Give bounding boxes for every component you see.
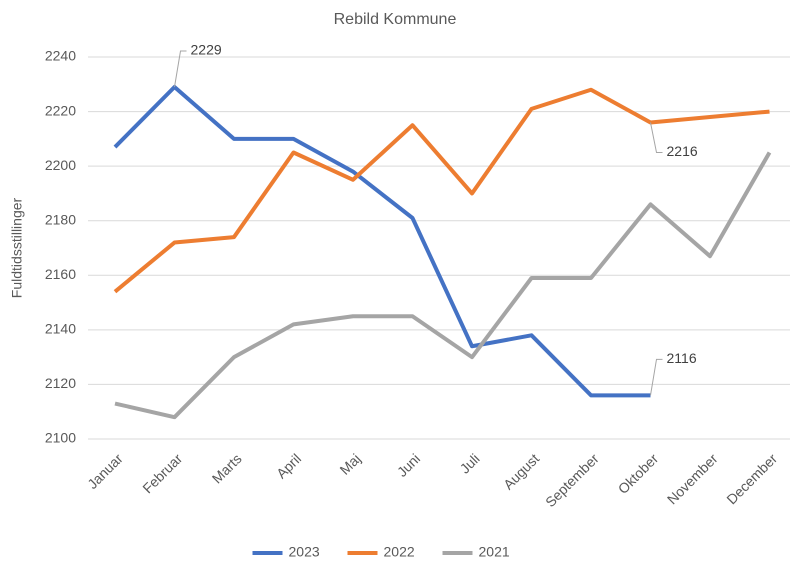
line-series [113, 85, 651, 398]
y-axis-label: Fuldtidsstillinger [9, 197, 25, 298]
x-tick-label: September [542, 450, 602, 510]
y-tick-label: 2180 [45, 211, 76, 227]
y-tick-label: 2120 [45, 375, 76, 391]
x-tick-label: Maj [336, 450, 363, 477]
x-tick-label: Januar [84, 450, 126, 492]
chart-title: Rebild Kommune [334, 11, 457, 28]
legend-label: 2022 [384, 544, 415, 560]
x-tick-label: November [664, 450, 721, 507]
line-series [113, 87, 770, 294]
y-tick-label: 2220 [45, 102, 76, 118]
y-tick-label: 2160 [45, 266, 76, 282]
x-tick-label: Februar [139, 450, 185, 496]
x-tick-label: August [500, 450, 542, 492]
data-label: 2216 [667, 143, 698, 159]
y-tick-label: 2200 [45, 157, 76, 173]
x-tick-label: December [723, 450, 780, 507]
x-tick-label: Juni [394, 450, 423, 479]
x-tick-label: Oktober [615, 450, 662, 497]
data-label: 2116 [667, 350, 697, 366]
x-tick-label: April [273, 450, 304, 481]
leader-line [650, 358, 663, 396]
line-series [114, 151, 772, 420]
y-tick-label: 2140 [45, 321, 76, 337]
x-tick-label: Marts [209, 450, 245, 486]
leader-line [174, 50, 187, 88]
data-label: 2229 [191, 42, 222, 58]
legend-label: 2023 [289, 544, 320, 560]
legend-label: 2021 [479, 544, 510, 560]
y-tick-label: 2100 [45, 430, 76, 446]
leader-line [650, 122, 663, 153]
y-tick-label: 2240 [45, 48, 76, 64]
x-tick-label: Juli [457, 450, 483, 476]
